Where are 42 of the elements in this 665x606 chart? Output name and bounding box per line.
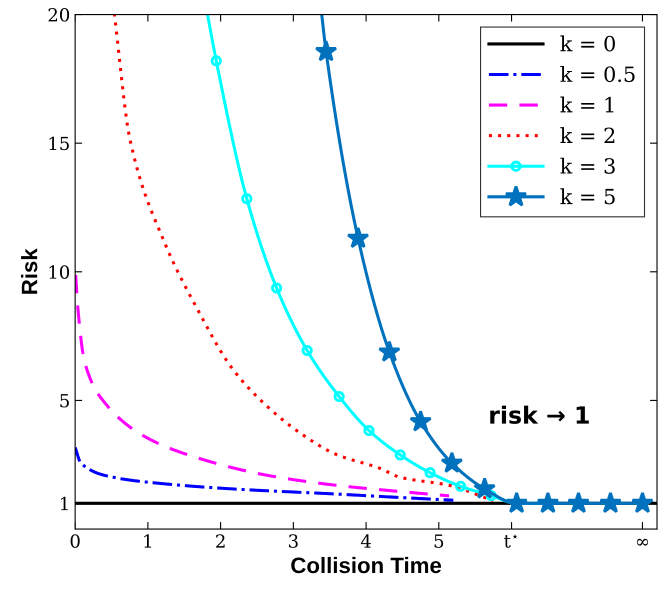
- point: [505, 492, 528, 514]
- x-axis-title: Collision Time: [291, 556, 442, 574]
- point: [334, 391, 345, 402]
- point: [210, 55, 222, 66]
- x-tick-label: 0: [70, 534, 80, 548]
- point: [599, 492, 622, 514]
- legend-label: k = 5: [560, 188, 615, 204]
- point: [241, 193, 252, 204]
- point: [631, 492, 654, 514]
- point: [473, 477, 496, 499]
- point: [394, 449, 406, 461]
- legend-label: k = 0.5: [560, 66, 635, 82]
- point: [567, 492, 590, 514]
- x-tick-label: 2: [216, 534, 225, 548]
- x-tick-label: 4: [360, 534, 371, 548]
- y-tick-label: 10: [50, 265, 70, 279]
- legend-label: k = 2: [560, 127, 614, 143]
- x-tick-label: t$^{⋆}$: [504, 534, 518, 548]
- point: [363, 424, 375, 436]
- y-tick-label: 20: [48, 8, 70, 22]
- point: [314, 40, 338, 62]
- point: [271, 282, 282, 294]
- point: [409, 410, 432, 432]
- x-tick-label: 5: [434, 534, 444, 548]
- x-tick-label: 1: [144, 534, 152, 548]
- legend-label: k = 0: [560, 35, 615, 52]
- y-tick-label: 15: [50, 136, 69, 150]
- point: [455, 480, 466, 492]
- legend-label: k = 1: [560, 96, 614, 112]
- y-axis-title: Risk: [21, 248, 38, 294]
- point: [440, 451, 464, 473]
- annotation: risk → 1: [490, 406, 589, 424]
- point: [378, 340, 401, 362]
- x-tick-label: ∞: [636, 538, 648, 546]
- point: [536, 492, 560, 514]
- legend-label: k = 3: [560, 158, 615, 174]
- point: [424, 467, 436, 478]
- y-tick-label: 1: [61, 496, 68, 510]
- x-tick-label: 3: [288, 534, 298, 548]
- point: [346, 226, 370, 248]
- y-tick-label: 5: [60, 394, 69, 408]
- point: [302, 344, 313, 356]
